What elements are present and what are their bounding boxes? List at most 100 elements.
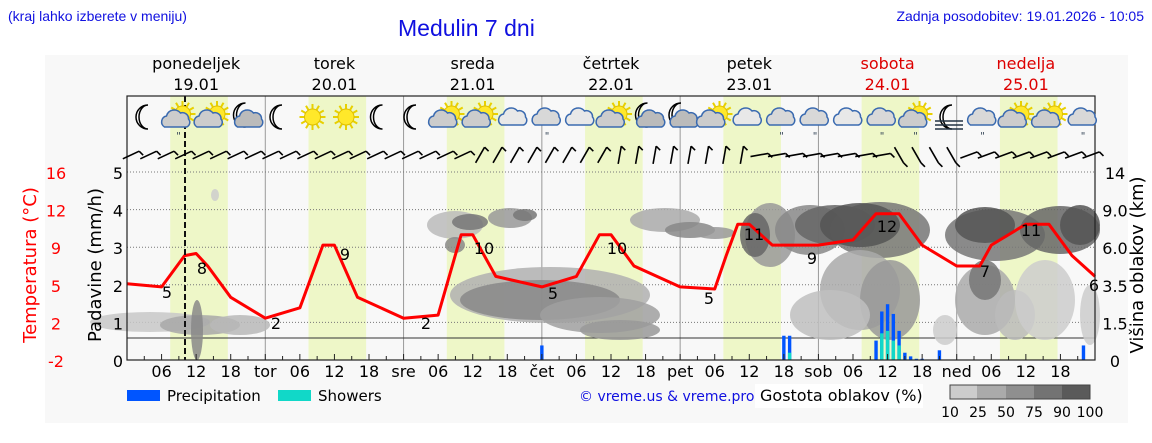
wind-barb-icon [960, 151, 982, 159]
precip-tick-label: 3 [113, 239, 123, 258]
svg-text:": " [1081, 131, 1086, 142]
wind-barb-icon [436, 150, 458, 160]
wind-barb-icon [331, 150, 354, 160]
temperature-value-label: 5 [704, 289, 714, 308]
svg-text:": " [980, 131, 985, 142]
cloud-density-tick: 10 [941, 405, 959, 421]
cloud-density-area [955, 207, 1015, 243]
last-updated: Zadnja posodobitev: 19.01.2026 - 10:05 [896, 8, 1144, 24]
wind-barb-icon [617, 145, 626, 165]
x-tick-label: 12 [324, 362, 344, 381]
temperature-value-label: 10 [474, 239, 494, 258]
x-tick-label: 12 [739, 362, 759, 381]
temp-axis-panel [45, 55, 80, 423]
cloud-density-area [211, 189, 219, 201]
x-tick-label: 18 [1050, 362, 1070, 381]
cloud-drizzle-icon: " [799, 107, 829, 142]
moon-fog-icon [935, 104, 963, 130]
temperature-value-label: 11 [744, 225, 764, 244]
wind-barb-icon [579, 146, 594, 164]
wind-barb-icon [314, 150, 336, 160]
temperature-value-label: 10 [607, 239, 627, 258]
cloud-drizzle-icon: " [1067, 107, 1097, 142]
wind-barb-icon [474, 146, 490, 164]
day-name: sobota [860, 54, 914, 73]
cloud-density-tick: 50 [997, 405, 1015, 421]
x-tick-label: 18 [912, 362, 932, 381]
x-tick-label: 06 [981, 362, 1001, 381]
wind-barb-icon [994, 151, 1017, 159]
precipitation-bar [914, 358, 919, 360]
cloud-density-legend-title: Gostota oblakov (%) [760, 386, 923, 405]
moon-icon [269, 104, 283, 130]
wind-barb-icon [366, 150, 389, 160]
temp-tick-label: -2 [48, 352, 64, 371]
wind-barb-icon [1012, 151, 1035, 159]
cloud-density-area [1015, 260, 1075, 340]
wind-barb-icon [492, 146, 507, 164]
day-date: 22.01 [588, 75, 634, 94]
x-tick-label: 06 [428, 362, 448, 381]
x-tick-label: 18 [774, 362, 794, 381]
temperature-value-label: 2 [271, 314, 281, 333]
sun-cloud-icon [461, 101, 498, 128]
temperature-value-label: 9 [340, 245, 350, 264]
x-tick-label: sob [804, 362, 832, 381]
sun-cloud-icon [1030, 101, 1068, 128]
x-tick-label: pet [667, 362, 693, 381]
cloud-density-area [452, 214, 488, 230]
x-tick-label: sre [391, 362, 415, 381]
wind-barb-icon [1047, 151, 1070, 159]
sun-cloud-icon [595, 101, 632, 128]
precip-tick-label: 5 [113, 164, 123, 183]
wind-barb-icon [509, 146, 525, 164]
wind-barb-icon [687, 145, 696, 165]
precip-tick-label: 4 [113, 202, 123, 221]
cloud-density-area [445, 237, 465, 253]
sun-cloud-rain-icon: " [160, 101, 196, 142]
showers-bar [891, 340, 896, 360]
precip-tick-label: 0 [113, 352, 123, 371]
sun-cloud-icon [193, 101, 230, 128]
wind-barb-icon [1029, 151, 1052, 159]
day-name: torek [314, 54, 356, 73]
cloud-icon [832, 107, 863, 126]
wind-barb-icon [652, 145, 661, 165]
temperature-value-label: 5 [548, 284, 558, 303]
cloud-drizzle-icon: " [765, 107, 796, 142]
sun-cloud-icon [695, 101, 733, 128]
credit-link[interactable]: © vreme.us & vreme.pro [579, 389, 754, 405]
wind-barb-icon [297, 150, 319, 160]
day-name: nedelja [997, 54, 1056, 73]
cloud-icon [497, 107, 528, 126]
cloud-density-swatch [1034, 385, 1062, 399]
day-date: 21.01 [450, 75, 496, 94]
x-tick-label: 12 [186, 362, 206, 381]
wind-barb-icon [544, 146, 559, 164]
precipitation-bar [937, 350, 942, 360]
precipitation-legend-swatch [127, 390, 160, 401]
temp-tick-label: 5 [51, 277, 61, 296]
wind-barb-icon [1082, 151, 1105, 159]
wind-barb-icon [349, 150, 371, 160]
cloud-density-area [790, 290, 870, 340]
wind-barb-icon [977, 151, 1000, 159]
x-tick-label: 18 [497, 362, 517, 381]
x-tick-label: 12 [601, 362, 621, 381]
cloud-icon [564, 107, 595, 126]
day-date: 23.01 [726, 75, 772, 94]
showers-bar [897, 345, 901, 360]
cloud-density-legend-bg [755, 384, 923, 408]
sun-cloud-icon [997, 101, 1034, 128]
showers-legend-swatch [278, 390, 311, 401]
region-hint: (kraj lahko izberete v meniju) [8, 8, 187, 24]
precip-axis-title: Padavine (mm/h) [85, 188, 106, 342]
precipitation-bar [540, 345, 544, 360]
moon-icon [369, 104, 383, 130]
wind-barb-icon [227, 150, 249, 160]
temperature-value-label: 12 [877, 217, 897, 236]
cloud-density-area [580, 320, 660, 340]
precipitation-bar [874, 340, 878, 360]
moon-icon [403, 104, 417, 130]
wind-barb-icon [139, 150, 162, 160]
